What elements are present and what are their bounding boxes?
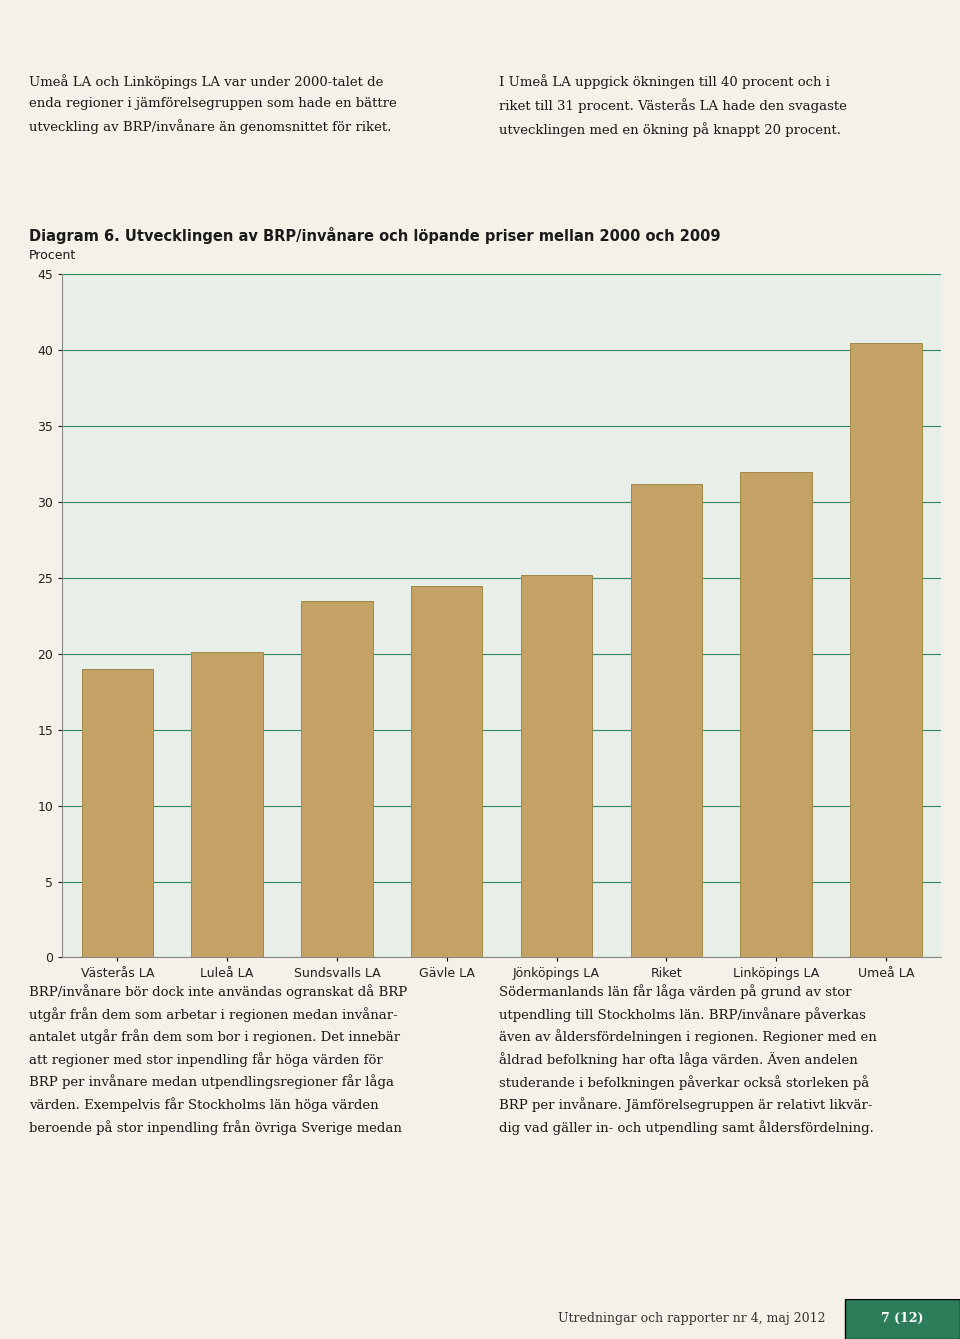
Bar: [631, 483, 702, 957]
Text: Utredningar och rapporter nr 4, maj 2012: Utredningar och rapporter nr 4, maj 2012: [558, 1312, 826, 1326]
Bar: [191, 652, 263, 957]
Text: Diagram 6. Utvecklingen av BRP/invånare och löpande priser mellan 2000 och 2009: Diagram 6. Utvecklingen av BRP/invånare …: [29, 226, 720, 244]
Text: I Umeå LA uppgick ökningen till 40 procent och i
riket till 31 procent. Västerås: I Umeå LA uppgick ökningen till 40 proce…: [499, 74, 847, 138]
Text: Procent: Procent: [29, 249, 76, 262]
Bar: [82, 670, 153, 957]
Bar: [740, 471, 812, 957]
Text: Södermanlands län får låga värden på grund av stor
utpendling till Stockholms lä: Södermanlands län får låga värden på gru…: [499, 984, 876, 1134]
Text: 7 (12): 7 (12): [881, 1312, 924, 1326]
Bar: [521, 574, 592, 957]
Bar: [301, 601, 372, 957]
Bar: [411, 585, 482, 957]
Bar: [851, 343, 922, 957]
Text: BRP/invånare bör dock inte användas ogranskat då BRP
utgår från dem som arbetar : BRP/invånare bör dock inte användas ogra…: [29, 984, 407, 1134]
FancyBboxPatch shape: [845, 1299, 960, 1339]
Text: Umeå LA och Linköpings LA var under 2000-talet de
enda regioner i jämförelsegrup: Umeå LA och Linköpings LA var under 2000…: [29, 74, 396, 134]
